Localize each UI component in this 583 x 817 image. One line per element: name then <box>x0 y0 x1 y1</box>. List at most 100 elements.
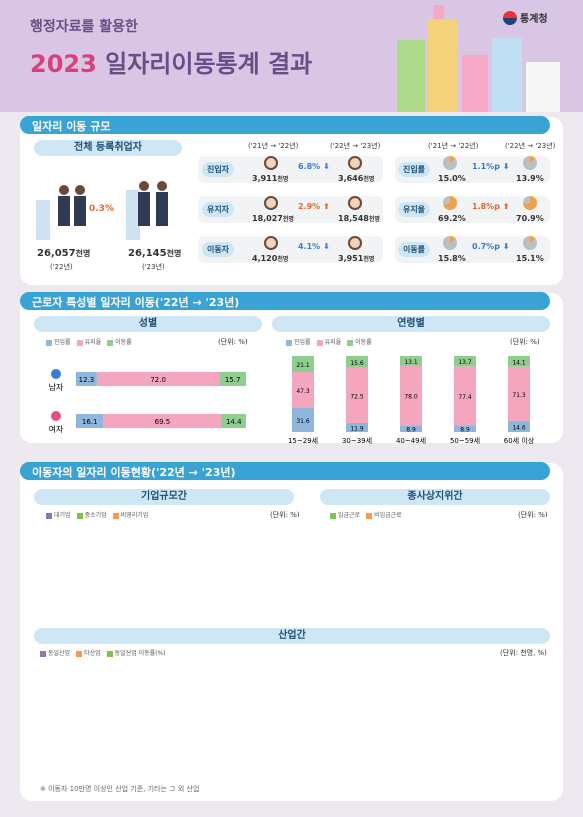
industry-legend: 동일산업 타산업 동일산업 이동률(%) <box>40 648 166 657</box>
age-bar-label: 11.9 <box>350 425 364 432</box>
person-icon <box>264 196 278 210</box>
row-label: 유지자 <box>202 202 234 217</box>
row-value-2022: 4,120천명 <box>252 254 289 263</box>
rate-pie-2023 <box>523 156 537 170</box>
rate-pie-2022 <box>443 156 457 170</box>
gender-bar-label: 72.0 <box>150 376 166 384</box>
gender-legend: 진입률 유지율 이동률 <box>46 337 132 346</box>
gender-legend-item: 이동률 <box>107 337 132 346</box>
period-label: ('21년 → '22년) <box>428 142 479 150</box>
size-legend-item: 중소기업 <box>76 510 107 519</box>
rate-pie-2022 <box>443 196 457 210</box>
section2-title: 근로자 특성별 일자리 이동('22년 → '23년) <box>20 292 550 310</box>
legend-swatch <box>76 339 83 346</box>
legend-swatch <box>366 512 373 519</box>
rate-change: 0.7%p ⬇ <box>472 242 510 251</box>
row-change: 4.1% ⬇ <box>298 242 330 251</box>
age-bar-segment <box>292 372 314 408</box>
age-bar-segment <box>508 356 530 367</box>
registered-2023-value: 26,145 <box>128 248 167 259</box>
age-bar-segment <box>400 356 422 366</box>
age-bar-label: 8.9 <box>460 427 470 434</box>
age-bar-label: 13.1 <box>404 359 418 366</box>
legend-swatch <box>76 650 83 657</box>
section1-title: 일자리 이동 규모 <box>20 116 550 134</box>
gender-bar-segment <box>76 414 104 428</box>
age-bar-label: 15.6 <box>350 360 364 367</box>
gender-bar-label: 16.1 <box>82 418 98 426</box>
gender-bar-segment <box>219 372 246 386</box>
age-bar-label: 13.7 <box>458 359 472 366</box>
age-category-label: 15~29세 <box>288 436 318 445</box>
age-bar-label: 8.9 <box>406 427 416 434</box>
status-legend-item: 임금근로 <box>330 510 360 519</box>
age-bar-label: 47.3 <box>296 388 310 395</box>
gender-bar-label: 12.3 <box>79 376 95 384</box>
age-bar-label: 71.3 <box>512 392 526 399</box>
legend-swatch <box>347 339 354 346</box>
gender-label: 남자 <box>49 383 64 392</box>
size-unit: (단위: %) <box>270 511 300 519</box>
age-bar-segment <box>346 422 368 432</box>
person-icon <box>264 156 278 170</box>
age-bar-segment <box>346 356 368 368</box>
person-icon <box>348 156 362 170</box>
rate-change: 1.1%p ⬇ <box>472 162 510 171</box>
industry-unit: (단위: 천명, %) <box>500 649 547 657</box>
legend-swatch <box>40 650 46 657</box>
rate-label: 진입률 <box>398 162 430 177</box>
age-bar-segment <box>454 356 476 367</box>
industry-title: 산업간 <box>34 628 550 644</box>
legend-swatch <box>46 339 52 346</box>
male-icon <box>51 369 61 379</box>
age-bar-label: 77.4 <box>458 394 472 401</box>
age-category-label: 50~59세 <box>450 436 480 445</box>
page-title: 2023 일자리이동통계 결과 <box>30 44 312 79</box>
registered-2022-label: ('22년) <box>50 263 73 271</box>
section3-title: 이동자의 일자리 이동현황('22년 → '23년) <box>20 462 550 480</box>
period-label: ('22년 → '23년) <box>505 142 556 150</box>
registered-unit: 천명 <box>166 249 182 258</box>
row-value-2023: 18,548천명 <box>338 214 380 223</box>
row-value-2023: 3,646천명 <box>338 174 375 183</box>
gender-bar-segment <box>96 372 220 386</box>
age-bar-segment <box>400 365 422 426</box>
age-category-label: 30~39세 <box>342 436 372 445</box>
status-title: 종사상지위간 <box>320 489 550 505</box>
registered-2022-value: 26,057 <box>37 248 76 259</box>
legend-swatch <box>316 339 323 346</box>
age-bar-segment <box>346 367 368 423</box>
rate-pie-2023 <box>523 236 537 250</box>
registered-2022: 26,057천명 <box>37 248 90 259</box>
row-change: 6.8% ⬇ <box>298 162 330 171</box>
age-bar-label: 21.1 <box>296 362 310 369</box>
footnote: ※ 이동자 10만명 이상인 산업 기준, 기타는 그 외 산업 <box>40 785 200 793</box>
title-year: 2023 <box>30 50 97 78</box>
industry-legend-item: 동일산업 이동률(%) <box>106 648 166 657</box>
row-value-2022: 3,911천명 <box>252 174 289 183</box>
rate-value-2023: 70.9% <box>516 214 544 223</box>
age-title: 연령별 <box>272 316 550 332</box>
row-change: 2.9% ⬆ <box>298 202 330 211</box>
period-label: ('21년 → '22년) <box>248 142 299 150</box>
person-icon <box>348 236 362 250</box>
age-bar-segment <box>292 407 314 432</box>
rate-pie-2022 <box>443 236 457 250</box>
size-legend-item: 대기업 <box>46 510 71 519</box>
legend-swatch <box>76 512 83 519</box>
age-legend: 진입률 유지율 이동률 <box>286 337 372 346</box>
age-bar-segment <box>508 420 530 432</box>
registered-workers-title: 전체 등록취업자 <box>34 140 182 156</box>
row-value-2023: 3,951천명 <box>338 254 375 263</box>
rate-value-2022: 15.0% <box>438 174 466 183</box>
rate-pie-2023 <box>523 196 537 210</box>
age-bar-segment <box>292 356 314 373</box>
gender-legend-item: 진입률 <box>46 337 71 346</box>
size-title: 기업규모간 <box>34 489 294 505</box>
gender-title: 성별 <box>34 316 262 332</box>
age-unit: (단위: %) <box>510 338 540 346</box>
row-label: 이동자 <box>202 242 234 257</box>
org-name: 통계청 <box>520 14 548 25</box>
size-legend: 대기업 중소기업 비영리기업 <box>46 510 148 519</box>
age-bar-segment <box>400 425 422 432</box>
